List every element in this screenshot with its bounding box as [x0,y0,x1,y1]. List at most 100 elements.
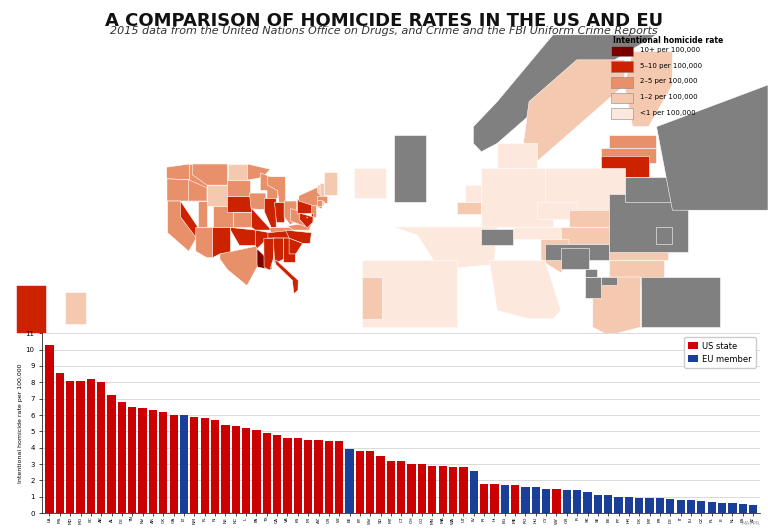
Bar [356,451,364,513]
Polygon shape [362,260,458,327]
Bar [439,466,447,513]
Bar [656,498,664,513]
Bar [242,428,250,513]
Polygon shape [362,277,382,319]
Polygon shape [561,248,589,269]
Polygon shape [311,205,316,217]
Polygon shape [609,194,688,252]
Polygon shape [482,168,553,227]
Bar [128,407,137,513]
Polygon shape [243,77,330,102]
Bar [397,461,406,513]
Polygon shape [324,172,336,195]
Bar [376,456,385,513]
Bar [293,438,302,513]
Polygon shape [316,200,322,206]
Bar [645,498,654,513]
Bar [304,440,313,513]
Polygon shape [482,229,513,245]
Polygon shape [545,244,609,260]
Polygon shape [584,277,601,298]
Text: 2015 data from the United Nations Office on Drugs, and Crime and the FBI Uniform: 2015 data from the United Nations Office… [110,26,658,37]
Bar [429,466,436,513]
Polygon shape [513,227,569,240]
Polygon shape [198,201,207,227]
Polygon shape [260,173,278,198]
Bar [635,498,644,513]
Bar [335,441,343,513]
Bar [418,464,426,513]
Polygon shape [192,164,227,185]
Polygon shape [584,269,597,277]
Bar [511,485,519,513]
Bar [45,345,54,513]
Polygon shape [167,164,190,180]
Polygon shape [624,51,673,126]
Polygon shape [286,230,312,243]
Polygon shape [252,208,271,230]
Bar [118,402,126,513]
Polygon shape [458,202,482,214]
Polygon shape [290,208,305,226]
Bar [180,415,188,513]
Bar [263,433,271,513]
Bar [56,372,64,513]
Bar [697,501,706,513]
Bar [149,410,157,513]
Polygon shape [545,168,624,218]
Bar [584,492,591,513]
Polygon shape [207,185,227,206]
Bar [531,487,540,513]
Polygon shape [394,227,497,269]
Bar [490,484,498,513]
Polygon shape [257,249,272,270]
Polygon shape [263,238,274,270]
Polygon shape [255,230,270,249]
Polygon shape [310,213,313,220]
Polygon shape [65,292,86,324]
Bar [542,489,551,513]
Bar [594,495,602,513]
Polygon shape [220,246,259,286]
Bar [614,497,623,513]
Bar [108,395,116,513]
Polygon shape [167,201,197,251]
Bar [469,471,478,513]
Polygon shape [264,198,276,227]
Bar [749,505,757,513]
Bar [138,408,147,513]
Bar [480,484,488,513]
Bar [718,503,727,513]
Bar [366,451,374,513]
Bar [563,490,571,513]
Polygon shape [320,184,325,197]
Polygon shape [296,199,314,213]
Polygon shape [641,277,720,327]
Bar [521,487,530,513]
Polygon shape [227,196,253,212]
Bar [211,420,219,513]
Polygon shape [317,196,328,204]
Polygon shape [465,185,489,202]
Bar [604,495,612,513]
Bar [190,417,198,513]
Bar [408,464,415,513]
Bar [66,381,74,513]
Polygon shape [657,85,768,210]
Polygon shape [609,227,668,260]
Bar [687,500,695,513]
Polygon shape [609,260,664,285]
Y-axis label: Intentional homicide rate per 100,000: Intentional homicide rate per 100,000 [18,363,23,483]
Polygon shape [268,230,293,238]
Bar [666,499,674,513]
Bar [449,467,457,513]
Bar [273,435,281,513]
Polygon shape [521,60,624,168]
Polygon shape [189,180,207,201]
Bar [159,412,167,513]
Polygon shape [541,240,569,273]
Bar [283,438,292,513]
Bar [707,501,716,513]
Bar [739,504,746,513]
Polygon shape [233,212,255,227]
